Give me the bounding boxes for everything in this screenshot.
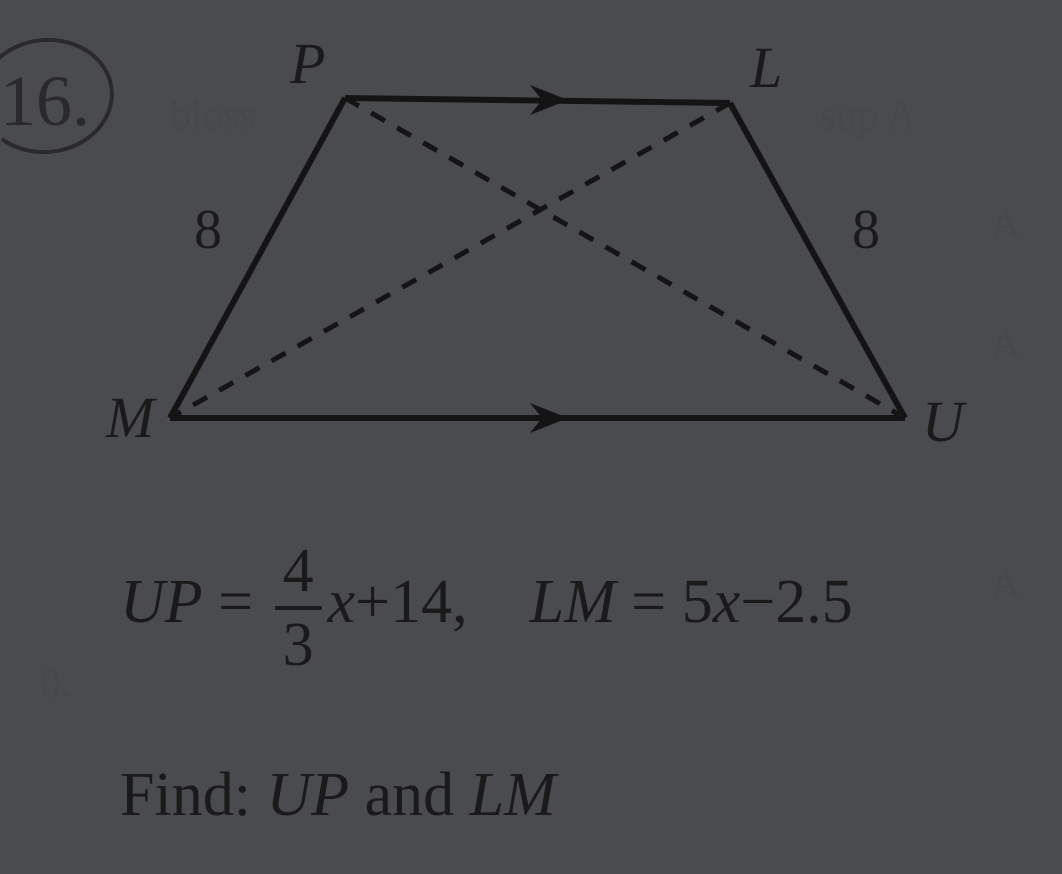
vertex-label-L: L [750,34,782,101]
fraction-num: 4 [275,540,322,610]
fraction-4-3: 4 3 [275,540,322,676]
fraction-den: 3 [275,610,322,676]
vertex-label-P: P [290,30,325,97]
find-prompt: Find: UP and LM [120,760,556,831]
find-prefix: Find: [120,761,266,829]
comma: , [452,568,468,636]
problem-number: 16. [0,60,90,143]
side-PL [345,98,730,103]
ghost-text: A [990,320,1020,368]
eq-UP-const: +14 [355,568,452,636]
find-UP: UP [266,761,349,829]
find-LM: LM [470,761,556,829]
trapezoid-figure: P L U M 8 8 [130,48,950,468]
ghost-text: A [990,560,1020,608]
ghost-text: 0. [40,660,72,708]
side-label-MP: 8 [194,198,222,262]
find-conj: and [349,761,470,829]
equals-sign: = [218,568,253,636]
page: bioss sup A A A A 0. 16. [0,0,1062,874]
eq-LM-lhs: LM [530,568,616,636]
equals-sign-2: = [631,568,666,636]
equations: UP = 4 3 x+14, LM = 5x−2.5 [120,540,853,676]
eq-UP-lhs: UP [120,568,203,636]
eq-UP-var: x [328,568,356,636]
trapezoid-svg [130,48,950,468]
circle-annotation [0,31,120,161]
ghost-text: A [990,200,1020,248]
vertex-label-M: M [106,384,154,451]
vertex-label-U: U [922,388,964,455]
diagonal-PU [345,98,905,418]
eq-LM-rhs: 5x−2.5 [682,568,853,636]
side-label-LU: 8 [852,198,880,262]
